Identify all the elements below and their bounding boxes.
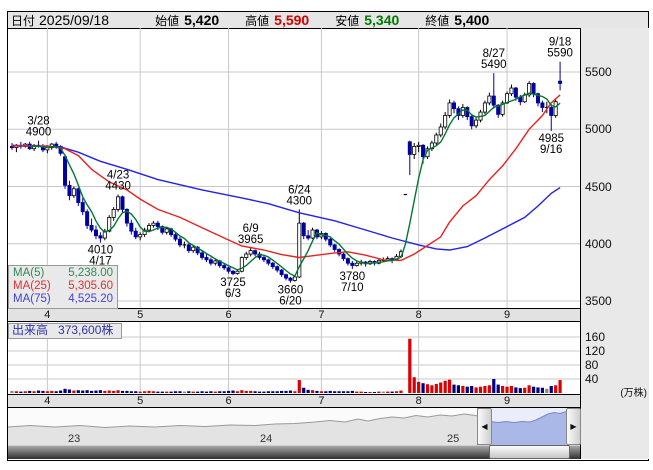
ma75-label: MA(75) [13,293,51,305]
ma25-value: 5,305.60 [68,280,113,292]
volume-axis-label: 80 [585,358,599,372]
volume-chart-canvas [8,322,580,393]
price-axis-label: 5000 [585,122,612,136]
ma25-legend-row: MA(25) 5,305.60 [13,280,113,293]
month-label: 9 [503,309,511,321]
close-label: 終値 [425,13,450,28]
navigator-selection [492,408,566,445]
open-label: 始値 [155,13,180,28]
ma5-legend-row: MA(5) 5,238.00 [13,267,113,280]
navigator-year-label: 24 [260,433,273,445]
low-value: 5,340 [364,12,400,28]
close-value: 5,400 [454,12,490,28]
navigator-canvas[interactable] [8,408,580,445]
svg-text:4010: 4010 [88,245,114,257]
low-label: 安値 [335,13,360,28]
svg-text:7/10: 7/10 [341,282,363,294]
quote-header-bar: 日付 2025/09/18 始値 5,420 高値 5,590 安値 5,340… [7,11,649,29]
svg-text:4430: 4430 [105,181,131,193]
month-label: 9 [503,395,511,407]
ma75-line [11,144,561,251]
volume-axis-label: 160 [585,330,606,344]
navigator-year-label: 25 [447,433,460,445]
horizontal-scrollbar-track[interactable] [8,445,580,459]
month-label: 6 [225,309,232,321]
volume-axis-label: 120 [585,344,606,358]
price-axis-label: 5500 [585,65,612,79]
ma5-line [29,92,561,277]
svg-text:8/27: 8/27 [483,48,505,60]
right-arrow-icon: ▶ [570,422,577,431]
high-value: 5,590 [274,12,310,28]
month-axis-strip-volume: 4 5 6 7 8 9 [8,394,580,408]
svg-text:3/28: 3/28 [27,116,49,128]
month-label: 4 [44,309,51,321]
date-label: 日付 [11,13,36,28]
svg-text:4/17: 4/17 [89,256,111,268]
right-axis-panel [580,28,649,459]
month-label: 5 [137,309,144,321]
svg-text:6/9: 6/9 [243,223,259,235]
svg-text:5590: 5590 [547,48,573,60]
ma25-label: MA(25) [13,280,51,292]
navigator-year-label: 23 [68,433,81,445]
ma75-value: 4,525.20 [68,293,113,305]
ma5-value: 5,238.00 [68,267,113,279]
svg-text:3780: 3780 [340,271,366,283]
month-axis-strip-price: 4 5 6 7 8 9 [8,308,580,322]
month-label: 7 [318,309,325,321]
svg-text:9/16: 9/16 [540,144,562,156]
month-label: 7 [318,395,325,407]
svg-text:3965: 3965 [238,234,264,246]
svg-text:4985: 4985 [538,133,564,145]
date-value: 2025/09/18 [39,12,110,28]
svg-text:6/3: 6/3 [225,288,241,300]
ma-legend-box: MA(5) 5,238.00 MA(25) 5,305.60 MA(75) 4,… [8,265,118,309]
navigator-right-arrow-button[interactable]: ▶ [566,408,581,445]
ma5-label: MA(5) [13,267,45,279]
month-label: 8 [415,395,422,407]
volume-grid-layer [8,322,580,393]
svg-text:3725: 3725 [220,277,246,289]
volume-readout-box: 出来高 373,600株 [8,323,123,339]
open-value: 5,420 [184,12,220,28]
svg-text:5490: 5490 [481,59,507,71]
volume-value: 373,600株 [58,323,114,337]
svg-text:9/18: 9/18 [549,37,571,49]
svg-text:4/23: 4/23 [107,170,129,182]
volume-unit-label: (万株) [620,388,647,399]
candles-layer [9,61,563,283]
horizontal-scrollbar-thumb[interactable] [489,445,570,459]
price-axis-label: 3500 [585,294,612,308]
navigator-left-arrow-button[interactable]: ◀ [477,408,492,445]
navigator-history-area [8,411,578,445]
volume-axis-label: 40 [585,372,599,386]
price-axis-label: 4500 [585,180,612,194]
ma75-legend-row: MA(75) 4,525.20 [13,293,113,306]
svg-text:3660: 3660 [278,285,304,297]
ma25-line [12,94,561,262]
month-label: 6 [225,395,232,407]
month-label: 4 [44,395,51,407]
volume-bars-layer [10,338,562,393]
svg-text:6/20: 6/20 [279,296,301,308]
svg-text:4300: 4300 [287,195,313,207]
high-label: 高値 [245,13,270,28]
volume-title: 出来高 [12,323,49,337]
month-label: 5 [137,395,144,407]
month-label: 8 [415,309,422,321]
left-arrow-icon: ◀ [481,422,488,431]
svg-text:4900: 4900 [26,127,52,139]
price-grid-layer [8,28,580,308]
svg-text:6/24: 6/24 [288,184,311,196]
price-axis-label: 4000 [585,237,612,251]
